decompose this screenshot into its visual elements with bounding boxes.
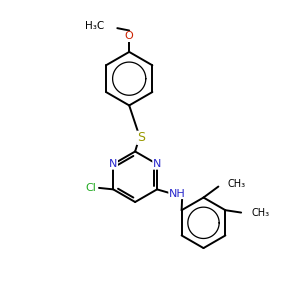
Text: S: S [137,131,145,144]
Text: NH: NH [169,188,186,199]
Text: CH₃: CH₃ [228,178,246,189]
Text: N: N [109,159,117,169]
Text: H₃C: H₃C [85,21,104,31]
Text: N: N [153,159,161,169]
Text: CH₃: CH₃ [251,208,269,218]
Text: O: O [125,32,134,41]
Text: Cl: Cl [85,183,96,193]
